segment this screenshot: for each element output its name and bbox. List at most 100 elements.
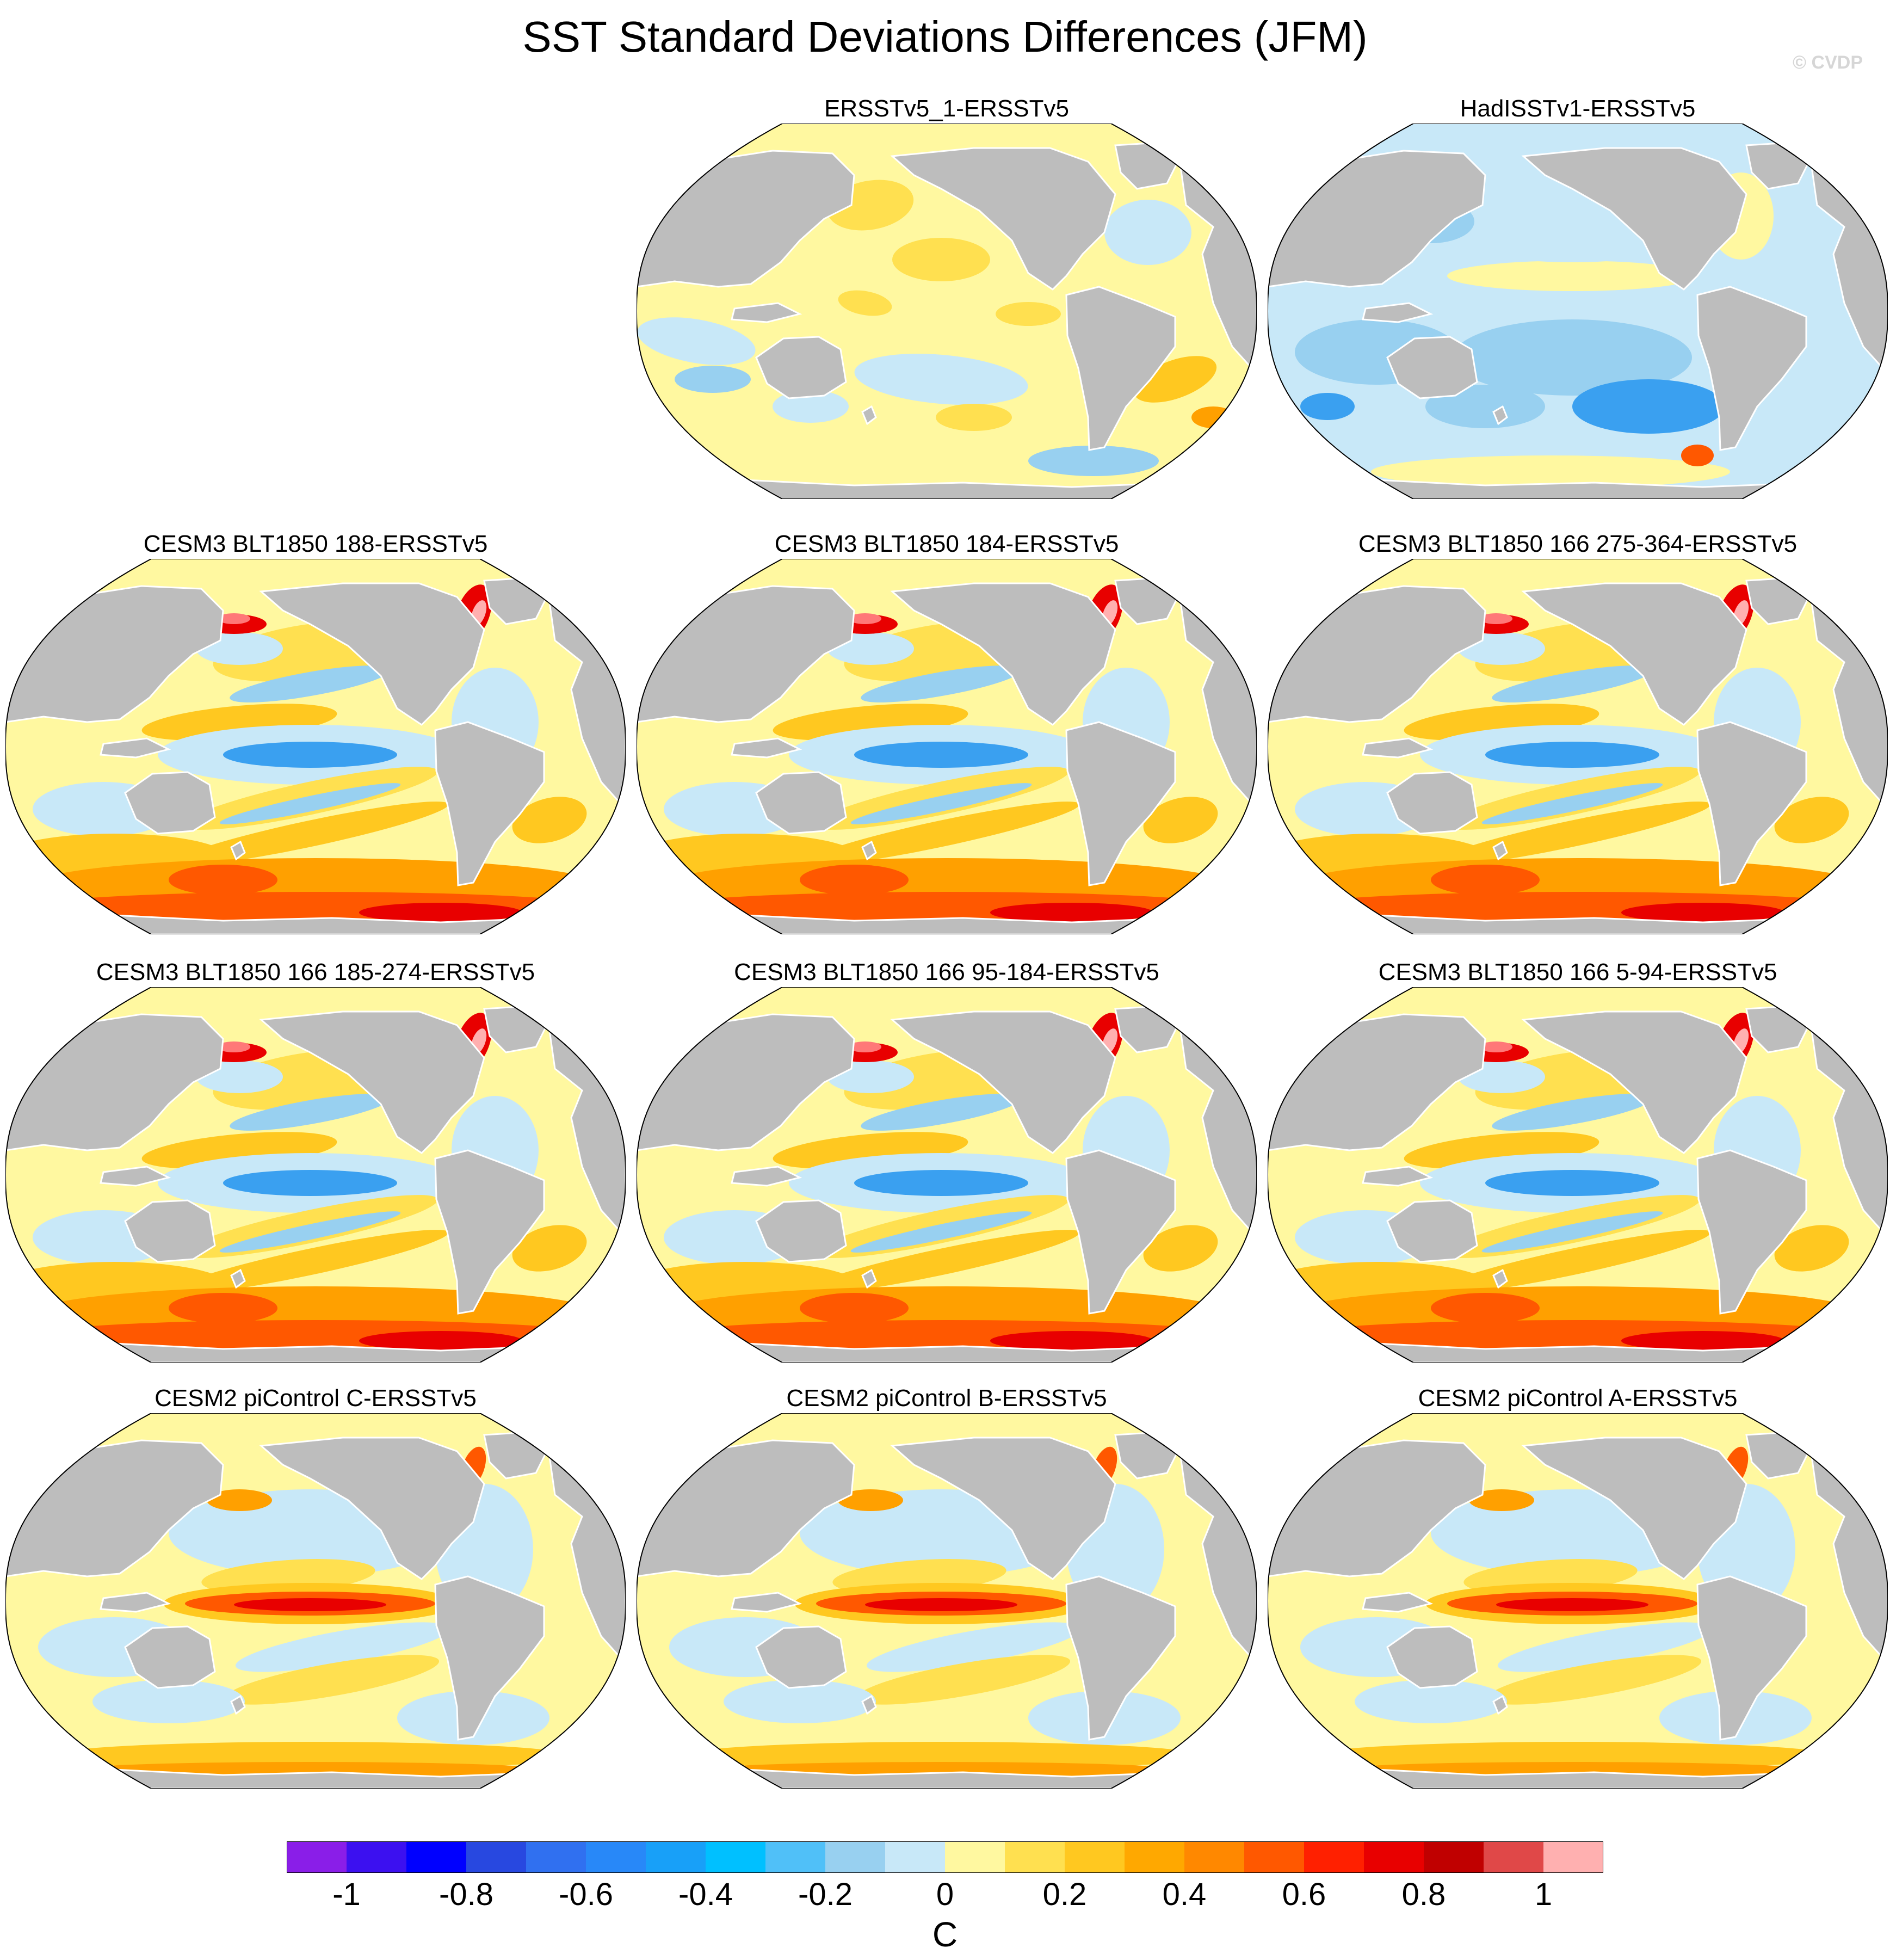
anomaly-region xyxy=(838,290,892,316)
anomaly-region xyxy=(800,1293,909,1323)
anomaly-region xyxy=(223,1170,397,1196)
anomaly-region xyxy=(1311,1742,1833,1770)
colorbar-swatch xyxy=(1424,1841,1484,1873)
colorbar xyxy=(287,1841,1603,1873)
colorbar-tick-label: -0.6 xyxy=(559,1877,613,1912)
anomaly-region xyxy=(207,1489,272,1511)
colorbar-swatch xyxy=(945,1841,1005,1873)
colorbar-swatch xyxy=(1005,1841,1065,1873)
north-america-landmass xyxy=(890,1010,1116,1154)
map-outline xyxy=(1268,987,1888,1363)
australia-landmass xyxy=(755,771,847,835)
colorbar-tick-label: 0 xyxy=(936,1877,954,1912)
colorbar-frame xyxy=(287,1841,1603,1873)
anomaly-region xyxy=(936,404,1012,431)
map-panel: HadISSTv1-ERSSTv5 xyxy=(1265,95,1890,509)
australia-landmass xyxy=(1386,336,1478,399)
north-america-landmass xyxy=(890,582,1116,726)
map-panel: CESM2 piControl B-ERSSTv5 xyxy=(634,1385,1259,1798)
anomaly-region xyxy=(219,783,401,824)
anomaly-region xyxy=(1774,797,1849,843)
north-america-landmass xyxy=(1521,1010,1747,1154)
anomaly-region xyxy=(1431,865,1540,895)
anomaly-region xyxy=(1774,1225,1849,1272)
anomaly-region xyxy=(1621,903,1784,922)
panel-title: CESM3 BLT1850 166 185-274-ERSSTv5 xyxy=(96,959,535,985)
anomaly-region xyxy=(855,1655,1071,1705)
figure-title: SST Standard Deviations Differences (JFM… xyxy=(522,13,1368,61)
new-zealand-landmass xyxy=(1492,840,1508,861)
world-map xyxy=(5,987,626,1363)
map-panel: CESM3 BLT1850 184-ERSSTv5 xyxy=(634,531,1259,944)
map-outline xyxy=(637,1413,1257,1789)
anomaly-region xyxy=(49,1742,571,1770)
world-map xyxy=(5,559,626,934)
map-outline xyxy=(1268,124,1888,499)
anomaly-region xyxy=(800,865,909,895)
anomaly-region xyxy=(865,1598,1017,1611)
panel-title: ERSSTv5_1-ERSSTv5 xyxy=(824,95,1069,122)
indonesia-islands xyxy=(100,1592,171,1613)
map-panel: CESM3 BLT1850 166 5-94-ERSSTv5 xyxy=(1265,959,1890,1372)
indonesia-islands xyxy=(100,1166,171,1187)
new-zealand-landmass xyxy=(1492,405,1508,426)
anomaly-region xyxy=(861,665,1022,702)
panel-title: CESM3 BLT1850 166 275-364-ERSSTv5 xyxy=(1358,531,1798,557)
australia-landmass xyxy=(124,1199,216,1263)
map-outline xyxy=(5,1413,626,1789)
north-america-landmass xyxy=(1521,147,1747,291)
anomaly-region xyxy=(724,1680,876,1723)
antarctica-landmass xyxy=(5,1768,626,1789)
south-america-landmass xyxy=(1696,1575,1807,1741)
anomaly-region xyxy=(230,665,391,702)
colorbar-swatch xyxy=(825,1841,886,1873)
world-map xyxy=(637,987,1257,1363)
anomaly-region xyxy=(230,1094,391,1131)
panel-title: CESM3 BLT1850 166 95-184-ERSSTv5 xyxy=(734,959,1159,985)
anomaly-region xyxy=(235,1622,450,1672)
anomaly-region xyxy=(1492,1094,1653,1131)
south-america-landmass xyxy=(1696,286,1807,451)
colorbar-tick-label: 1 xyxy=(1534,1877,1553,1912)
north-america-landmass xyxy=(259,582,485,726)
anomaly-region xyxy=(1447,261,1697,291)
anomaly-region xyxy=(234,1598,386,1611)
anomaly-region xyxy=(218,1041,250,1052)
anomaly-region xyxy=(1485,235,1659,262)
south-america-landmass xyxy=(434,1575,545,1741)
colorbar-swatch xyxy=(1484,1841,1544,1873)
anomaly-region xyxy=(850,783,1032,824)
north-america-landmass xyxy=(259,1437,485,1580)
new-zealand-landmass xyxy=(861,1268,877,1289)
colorbar-swatch xyxy=(1244,1841,1305,1873)
indonesia-islands xyxy=(1362,1592,1434,1613)
anomaly-region xyxy=(1028,446,1159,476)
anomaly-region xyxy=(1621,1331,1784,1351)
australia-landmass xyxy=(1386,1625,1478,1689)
world-map xyxy=(637,559,1257,934)
anomaly-region xyxy=(219,1211,401,1253)
map-panel: CESM3 BLT1850 166 275-364-ERSSTv5 xyxy=(1265,531,1890,944)
south-america-landmass xyxy=(434,1149,545,1315)
new-zealand-landmass xyxy=(230,840,246,861)
new-zealand-landmass xyxy=(1492,1694,1508,1715)
new-zealand-landmass xyxy=(230,1268,246,1289)
colorbar-swatch xyxy=(1125,1841,1185,1873)
new-zealand-landmass xyxy=(861,840,877,861)
anomaly-region xyxy=(1371,455,1730,488)
panel-title: CESM3 BLT1850 188-ERSSTv5 xyxy=(143,531,488,557)
anomaly-region xyxy=(1355,1680,1507,1723)
antarctica-landmass xyxy=(1268,914,1888,934)
panel-title: CESM3 BLT1850 166 5-94-ERSSTv5 xyxy=(1378,959,1777,985)
panel-title: CESM2 piControl C-ERSSTv5 xyxy=(155,1385,477,1412)
antarctica-landmass xyxy=(1268,479,1888,499)
anomaly-region xyxy=(1681,445,1714,466)
anomaly-region xyxy=(1104,200,1191,265)
south-america-landmass xyxy=(434,721,545,886)
colorbar-swatch xyxy=(885,1841,946,1873)
anomaly-region xyxy=(1431,1293,1540,1323)
anomaly-region xyxy=(849,1041,881,1052)
anomaly-region xyxy=(1481,783,1663,824)
map-panel: ERSSTv5_1-ERSSTv5 xyxy=(634,95,1259,509)
colorbar-tick-label: 0.2 xyxy=(1042,1877,1087,1912)
